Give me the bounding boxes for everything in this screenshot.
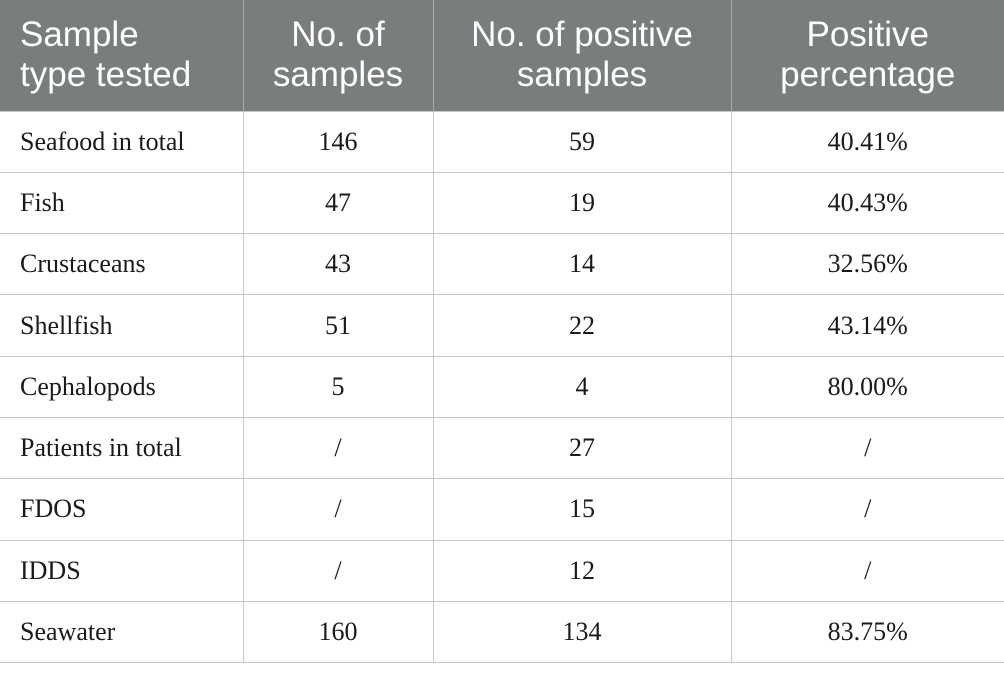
header-line: samples <box>272 55 404 95</box>
cell-sample-type: Crustaceans <box>0 233 244 296</box>
header-line: samples <box>516 55 648 95</box>
table-row: Fish 47 19 40.43% <box>0 171 1004 235</box>
table-row: Patients in total / 27 / <box>0 416 1004 480</box>
table-row: FDOS / 15 / <box>0 478 1004 541</box>
cell-sample-type: Seafood in total <box>0 110 244 173</box>
cell-sample-type: Cephalopods <box>0 355 244 418</box>
cell-no-of-positive: 19 <box>432 171 732 235</box>
cell-sample-type: Shellfish <box>0 294 244 357</box>
cell-no-of-samples: 5 <box>242 355 434 418</box>
table-body: Seafood in total 146 59 40.41% Fish 47 1… <box>0 110 1004 664</box>
cell-no-of-samples: / <box>242 416 434 480</box>
table-row: Cephalopods 5 4 80.00% <box>0 355 1004 418</box>
cell-no-of-positive: 12 <box>432 539 732 602</box>
results-table: Sample type tested No. of samples No. of… <box>0 0 1004 664</box>
cell-no-of-samples: / <box>242 539 434 602</box>
header-line: percentage <box>780 55 956 95</box>
cell-no-of-positive: 15 <box>432 478 732 541</box>
cell-positive-percentage: 32.56% <box>730 233 1004 296</box>
cell-sample-type: Patients in total <box>0 416 244 480</box>
cell-no-of-samples: 51 <box>242 294 434 357</box>
cell-no-of-positive: 4 <box>432 355 732 418</box>
cell-positive-percentage: 43.14% <box>730 294 1004 357</box>
cell-no-of-positive: 59 <box>432 110 732 173</box>
header-line: Sample <box>20 15 139 55</box>
header-row: Sample type tested No. of samples No. of… <box>0 0 1004 111</box>
header-line: type tested <box>20 55 192 95</box>
header-line: No. of <box>291 15 385 55</box>
cell-no-of-samples: 160 <box>242 600 434 664</box>
cell-sample-type: FDOS <box>0 478 244 541</box>
cell-no-of-positive: 27 <box>432 416 732 480</box>
header-no-of-samples: No. of samples <box>243 0 434 111</box>
table-header: Sample type tested No. of samples No. of… <box>0 0 1004 111</box>
cell-no-of-positive: 134 <box>432 600 732 664</box>
header-no-of-positive-samples: No. of positive samples <box>433 0 732 111</box>
cell-sample-type: Fish <box>0 171 244 235</box>
table-row: Shellfish 51 22 43.14% <box>0 294 1004 357</box>
cell-sample-type: Seawater <box>0 600 244 664</box>
table-row: Seawater 160 134 83.75% <box>0 600 1004 664</box>
cell-no-of-samples: 47 <box>242 171 434 235</box>
cell-positive-percentage: 80.00% <box>730 355 1004 418</box>
header-line: Positive <box>806 15 930 55</box>
header-positive-percentage: Positive percentage <box>731 0 1004 111</box>
cell-no-of-samples: 146 <box>242 110 434 173</box>
table-row: Crustaceans 43 14 32.56% <box>0 233 1004 296</box>
cell-positive-percentage: 83.75% <box>730 600 1004 664</box>
header-line: No. of positive <box>471 15 693 55</box>
cell-positive-percentage: 40.43% <box>730 171 1004 235</box>
header-sample-type: Sample type tested <box>0 0 244 111</box>
cell-no-of-positive: 14 <box>432 233 732 296</box>
cell-no-of-samples: / <box>242 478 434 541</box>
table-row: Seafood in total 146 59 40.41% <box>0 110 1004 173</box>
cell-positive-percentage: / <box>730 478 1004 541</box>
cell-sample-type: IDDS <box>0 539 244 602</box>
cell-positive-percentage: 40.41% <box>730 110 1004 173</box>
cell-positive-percentage: / <box>730 416 1004 480</box>
cell-no-of-samples: 43 <box>242 233 434 296</box>
table-row: IDDS / 12 / <box>0 539 1004 602</box>
cell-no-of-positive: 22 <box>432 294 732 357</box>
cell-positive-percentage: / <box>730 539 1004 602</box>
